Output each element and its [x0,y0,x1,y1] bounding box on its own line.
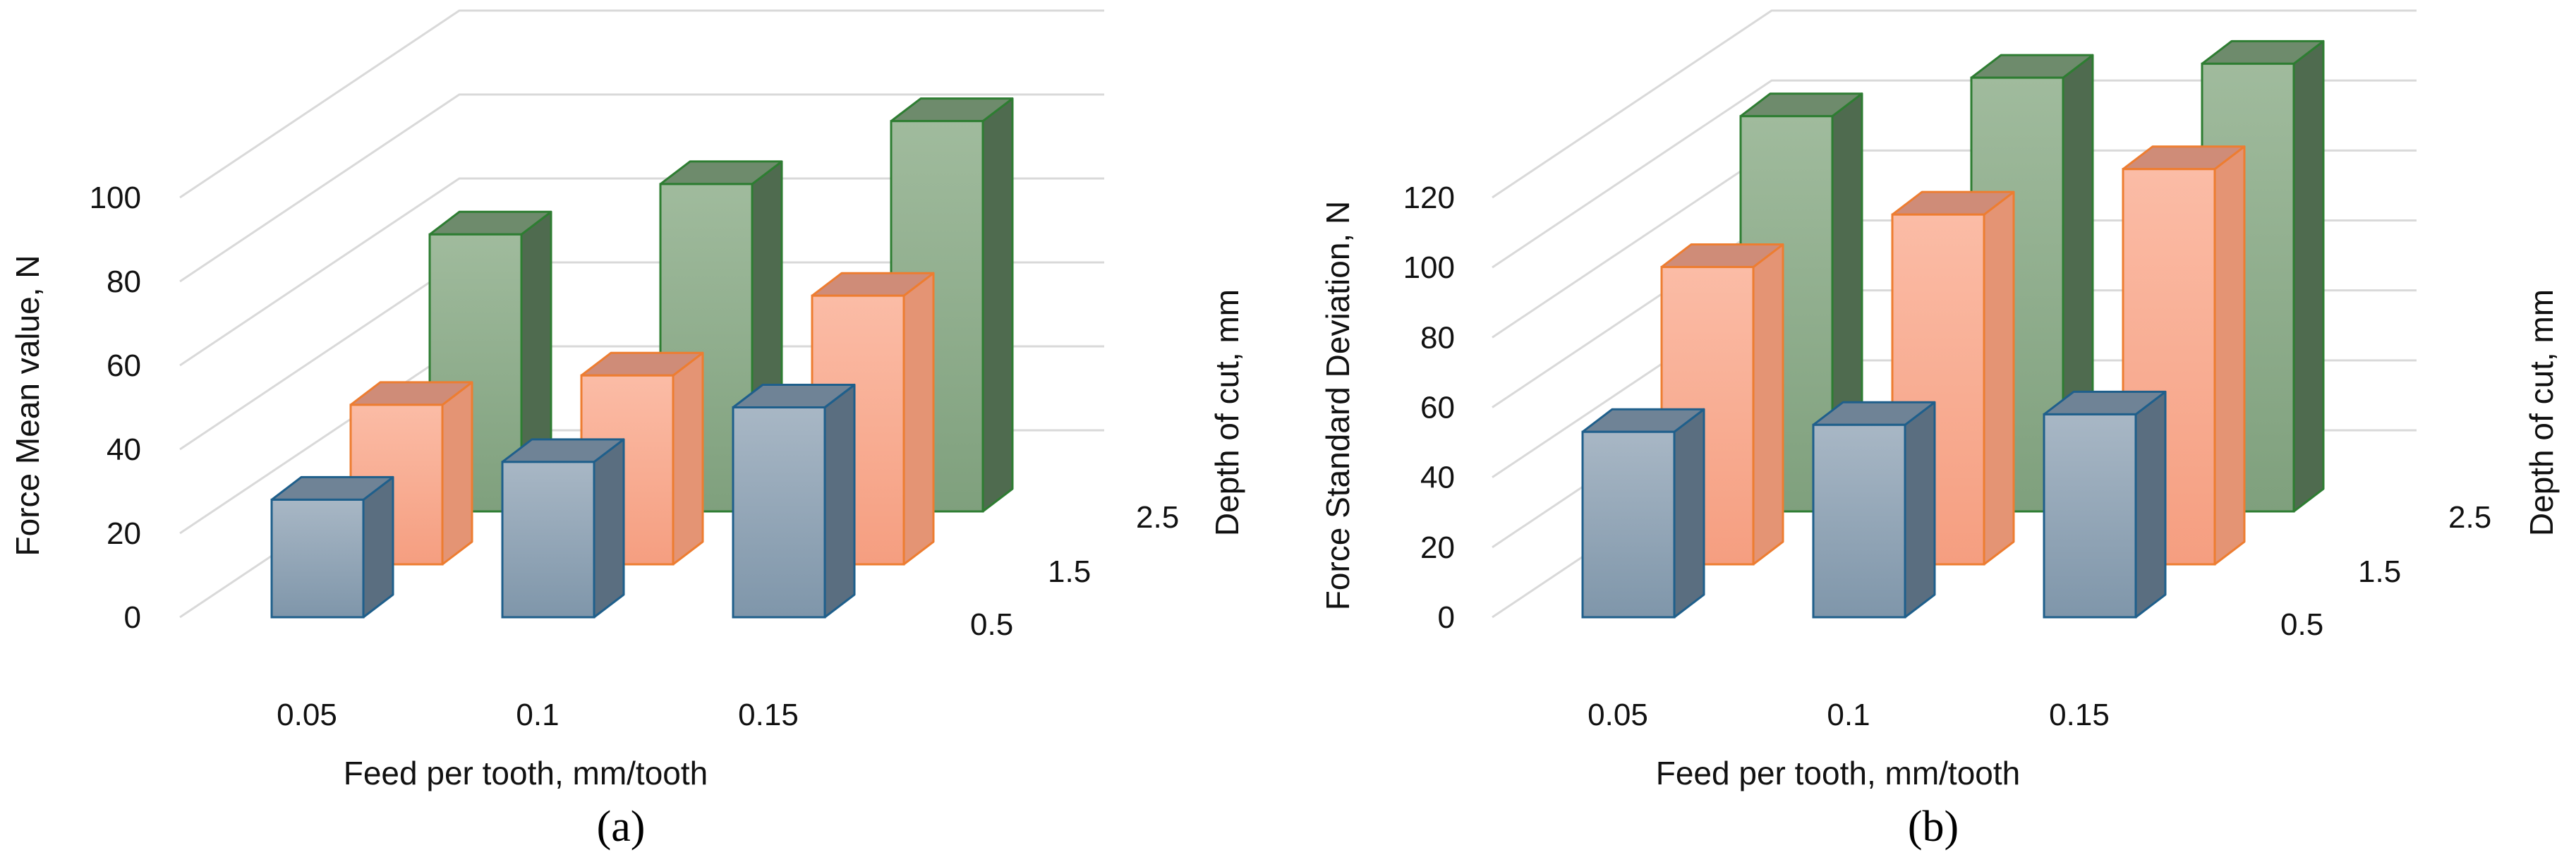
y-tick-label: 40 [107,432,141,467]
bar-side-face [1983,190,2015,566]
bar-depth-0.5-feed-0.05 [270,475,394,619]
bar-side-face [441,381,473,566]
depth-tick-label: 2.5 [1136,500,1179,535]
gridline-60 [179,177,1104,367]
bar-depth-1.5-feed-0.1 [1891,190,2015,566]
panel-label: (a) [597,803,646,851]
bar-side-face [2134,390,2167,619]
bar-front-face [2043,413,2137,619]
bar-depth-0.5-feed-0.05 [1581,408,1705,619]
y-tick-label: 0 [1438,600,1455,635]
bars [1581,40,2325,619]
bar-front-face [270,498,365,619]
y-tick-label: 40 [1420,461,1455,495]
y-axis-title: Force Mean value, N [9,255,46,557]
bar-depth-0.5-feed-0.15 [732,384,856,619]
depth-tick-label: 0.5 [2280,607,2323,642]
x-tick-label: 0.05 [277,698,337,732]
gridline-100 [179,9,1104,199]
y-tick-label: 60 [107,348,141,383]
y-tick-label: 80 [107,265,141,299]
x-tick-label: 0.1 [1827,698,1870,732]
bar-side-face [981,97,1014,513]
bar-side-face [593,438,625,619]
y-tick-label: 100 [90,181,141,215]
depth-tick-label: 1.5 [2358,554,2401,589]
bars [270,97,1014,619]
bar-depth-1.5-feed-0.15 [2122,145,2246,566]
y-axis-title: Force Standard Deviation, N [1319,201,1356,610]
x-tick-label: 0.15 [2049,698,2110,732]
x-tick-label: 0.05 [1588,698,1648,732]
bar-side-face [2292,40,2325,513]
bar-side-face [1673,408,1705,619]
depth-tick-label: 2.5 [2448,500,2491,535]
y-tick-label: 60 [1420,391,1455,425]
gridline-120 [1492,9,2417,199]
bar-front-face [1581,430,1676,619]
x-axis-title: Feed per tooth, mm/tooth [344,755,708,791]
bar-side-face [362,475,394,619]
bar-side-face [1752,243,1784,566]
x-tick-label: 0.1 [516,698,559,732]
y-tick-label: 120 [1403,181,1455,215]
depth-axis-title: Depth of cut, mm [2523,289,2560,536]
bar-side-face [2213,145,2246,566]
bar-side-face [672,351,704,566]
bar-side-face [823,384,856,619]
gridline-80 [179,93,1104,283]
bar-depth-0.5-feed-0.15 [2043,390,2167,619]
y-tick-label: 20 [1420,530,1455,565]
y-tick-label: 80 [1420,320,1455,355]
chart-panel-b: 0 20 40 60 80 100 120 0.05 0.1 0.15 0.5 1.5 2.5 Feed … [1319,9,2560,851]
bar-front-face [732,406,826,619]
bar-front-face [501,461,595,619]
bar-side-face [1904,401,1936,619]
bar-depth-0.5-feed-0.1 [1812,401,1936,619]
depth-axis-title: Depth of cut, mm [1209,289,1245,536]
depth-tick-label: 1.5 [1048,554,1091,589]
y-tick-label: 100 [1403,250,1455,285]
depth-tick-label: 0.5 [970,607,1013,642]
bar-side-face [902,272,935,566]
panel-label: (b) [1908,803,1959,851]
y-tick-label: 20 [107,516,141,551]
bar-depth-0.5-feed-0.1 [501,438,625,619]
x-tick-label: 0.15 [738,698,799,732]
y-tick-label: 0 [124,600,141,635]
chart-panel-a: 0 20 40 60 80 100 0.05 0.1 0.15 0.5 1.5 2.5 Feed per… [9,9,1245,851]
x-axis-title: Feed per tooth, mm/tooth [1656,755,2021,791]
bar-front-face [1812,423,1906,619]
